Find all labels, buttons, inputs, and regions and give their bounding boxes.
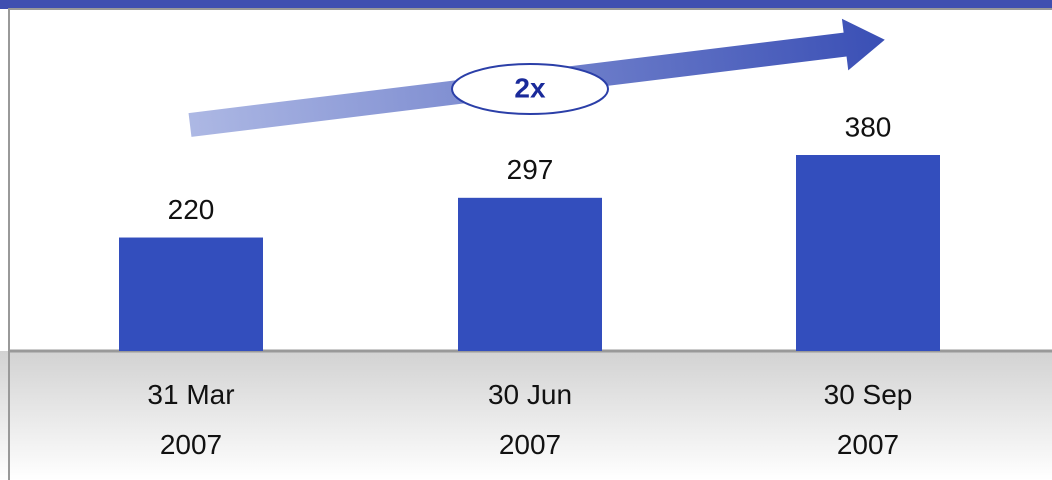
value-label: 220 — [168, 194, 215, 225]
x-tick-label: 31 Mar 2007 — [147, 379, 235, 460]
value-label: 297 — [507, 154, 554, 185]
x-tick-label: 30 Jun 2007 — [487, 379, 573, 460]
annotation: 2x — [514, 72, 546, 103]
bar — [119, 237, 263, 351]
bar — [796, 155, 940, 351]
top-band — [0, 0, 1052, 9]
value-label: 380 — [845, 111, 892, 142]
floor — [0, 351, 1052, 480]
x-tick-label: 30 Sep 2007 — [823, 379, 913, 460]
annotation-bubble — [451, 63, 609, 115]
bar — [458, 197, 602, 351]
